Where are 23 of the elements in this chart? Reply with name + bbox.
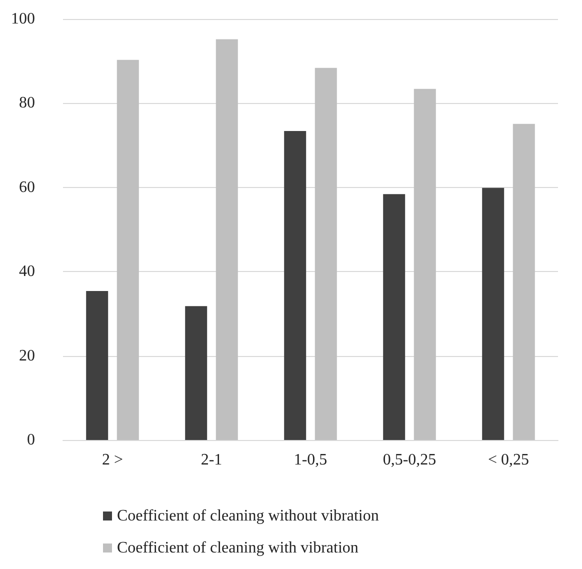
- y-tick-label: 80: [19, 94, 35, 112]
- x-tick-label: 2 >: [102, 452, 124, 468]
- bar: [314, 68, 337, 440]
- x-tick-label: < 0,25: [488, 452, 530, 468]
- y-tick-label: 0: [27, 432, 35, 448]
- bar: [86, 290, 108, 440]
- x-tick-label: 2-1: [200, 452, 222, 468]
- legend-label: Coefficient of cleaning with vibration: [117, 540, 358, 556]
- bar: [284, 130, 306, 440]
- y-tick-label: 100: [11, 10, 35, 28]
- bar: [414, 88, 436, 440]
- y-tick-label: 20: [19, 347, 35, 364]
- bar: [216, 39, 238, 440]
- bar: [116, 60, 139, 440]
- bar: [482, 188, 504, 440]
- y-tick-label: 40: [19, 263, 35, 280]
- bar: [383, 194, 406, 440]
- bar: [185, 306, 208, 440]
- x-tick-label: 1-0,5: [294, 452, 328, 468]
- x-tick-label: 0,5-0,25: [382, 452, 436, 468]
- bar: [512, 124, 535, 440]
- legend-label: Coefficient of cleaning without vibration: [117, 508, 379, 524]
- y-tick-label: 60: [19, 178, 35, 196]
